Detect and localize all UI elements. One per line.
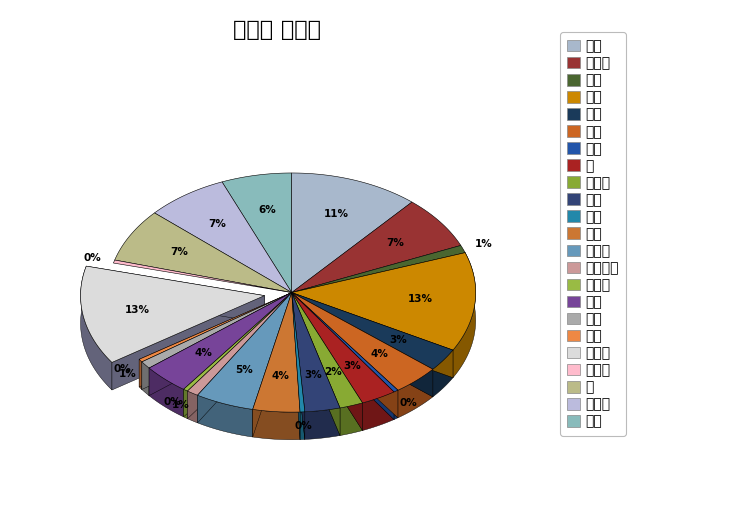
Text: 1%: 1%: [475, 239, 492, 249]
Polygon shape: [183, 389, 188, 419]
Polygon shape: [253, 409, 300, 439]
Text: 7%: 7%: [209, 219, 227, 229]
Polygon shape: [142, 292, 292, 389]
Polygon shape: [197, 292, 292, 409]
Polygon shape: [183, 292, 292, 417]
Polygon shape: [142, 292, 292, 368]
Text: 7%: 7%: [170, 247, 188, 257]
Polygon shape: [292, 252, 476, 350]
Polygon shape: [453, 252, 476, 378]
Text: 2%: 2%: [325, 367, 343, 377]
Text: 0%: 0%: [164, 397, 182, 407]
Polygon shape: [292, 292, 433, 397]
Polygon shape: [433, 350, 453, 397]
Text: 1%: 1%: [119, 369, 137, 379]
Polygon shape: [197, 292, 292, 423]
Text: 0%: 0%: [114, 364, 131, 374]
Polygon shape: [253, 292, 292, 437]
Polygon shape: [253, 292, 300, 412]
Polygon shape: [292, 292, 305, 412]
Polygon shape: [292, 292, 394, 403]
Text: 4%: 4%: [194, 349, 212, 358]
Text: 1%: 1%: [171, 400, 189, 410]
Polygon shape: [394, 390, 398, 420]
Polygon shape: [149, 292, 292, 389]
Polygon shape: [86, 266, 265, 323]
Polygon shape: [292, 292, 300, 439]
Polygon shape: [188, 292, 292, 395]
Polygon shape: [292, 292, 340, 412]
Polygon shape: [292, 292, 453, 378]
Polygon shape: [292, 292, 398, 418]
Polygon shape: [81, 266, 112, 390]
Polygon shape: [292, 245, 465, 292]
Text: 3%: 3%: [389, 335, 407, 345]
Polygon shape: [188, 292, 292, 419]
Polygon shape: [292, 173, 412, 292]
Text: 체소별 섭취율: 체소별 섭취율: [233, 20, 321, 40]
Text: 3%: 3%: [304, 370, 322, 380]
Polygon shape: [292, 252, 465, 320]
Polygon shape: [292, 292, 453, 378]
Polygon shape: [292, 292, 433, 397]
Polygon shape: [292, 292, 398, 418]
Polygon shape: [292, 292, 394, 420]
Text: 7%: 7%: [387, 238, 405, 248]
Polygon shape: [292, 292, 398, 392]
Text: 4%: 4%: [272, 371, 289, 381]
Text: 0%: 0%: [84, 253, 102, 263]
Polygon shape: [81, 266, 265, 362]
Polygon shape: [292, 292, 394, 420]
Text: 11%: 11%: [324, 209, 349, 219]
Text: 0%: 0%: [399, 398, 417, 408]
Polygon shape: [398, 369, 433, 418]
Text: 5%: 5%: [236, 365, 254, 376]
Polygon shape: [292, 292, 453, 369]
Polygon shape: [149, 292, 292, 396]
Polygon shape: [197, 292, 292, 423]
Polygon shape: [139, 292, 292, 387]
Polygon shape: [183, 292, 292, 417]
Polygon shape: [114, 260, 292, 292]
Polygon shape: [139, 292, 292, 362]
Polygon shape: [300, 412, 305, 439]
Polygon shape: [142, 362, 149, 396]
Text: 6%: 6%: [258, 205, 276, 216]
Polygon shape: [114, 213, 292, 292]
Legend: 감자, 고구마, 가지, 고추, 근대, 당근, 마늘, 무, 양배추, 배추, 부추, 상추, 샘러리, 숙주나물, 시금치, 쇖갓, 양파, 오이, 치커리: 감자, 고구마, 가지, 고추, 근대, 당근, 마늘, 무, 양배추, 배추,…: [560, 33, 626, 435]
Polygon shape: [142, 292, 292, 389]
Polygon shape: [292, 292, 300, 439]
Text: 4%: 4%: [370, 349, 388, 359]
Polygon shape: [139, 359, 142, 389]
Polygon shape: [292, 202, 461, 292]
Polygon shape: [292, 292, 340, 435]
Polygon shape: [149, 368, 183, 417]
Polygon shape: [155, 182, 292, 292]
Polygon shape: [197, 395, 253, 437]
Polygon shape: [340, 403, 363, 435]
Polygon shape: [292, 292, 340, 435]
Polygon shape: [305, 408, 340, 439]
Polygon shape: [183, 292, 292, 391]
Polygon shape: [363, 392, 394, 430]
Polygon shape: [292, 292, 363, 430]
Text: 13%: 13%: [408, 294, 432, 305]
Polygon shape: [292, 292, 363, 430]
Polygon shape: [292, 292, 305, 439]
Polygon shape: [149, 292, 292, 396]
Polygon shape: [222, 173, 292, 292]
Polygon shape: [112, 295, 265, 390]
Polygon shape: [188, 391, 197, 423]
Text: 0%: 0%: [295, 421, 313, 431]
Text: 13%: 13%: [125, 305, 150, 315]
Polygon shape: [253, 292, 292, 437]
Polygon shape: [188, 292, 292, 419]
Polygon shape: [292, 292, 363, 408]
Text: 3%: 3%: [344, 361, 361, 371]
Polygon shape: [292, 292, 433, 390]
Polygon shape: [292, 292, 305, 439]
